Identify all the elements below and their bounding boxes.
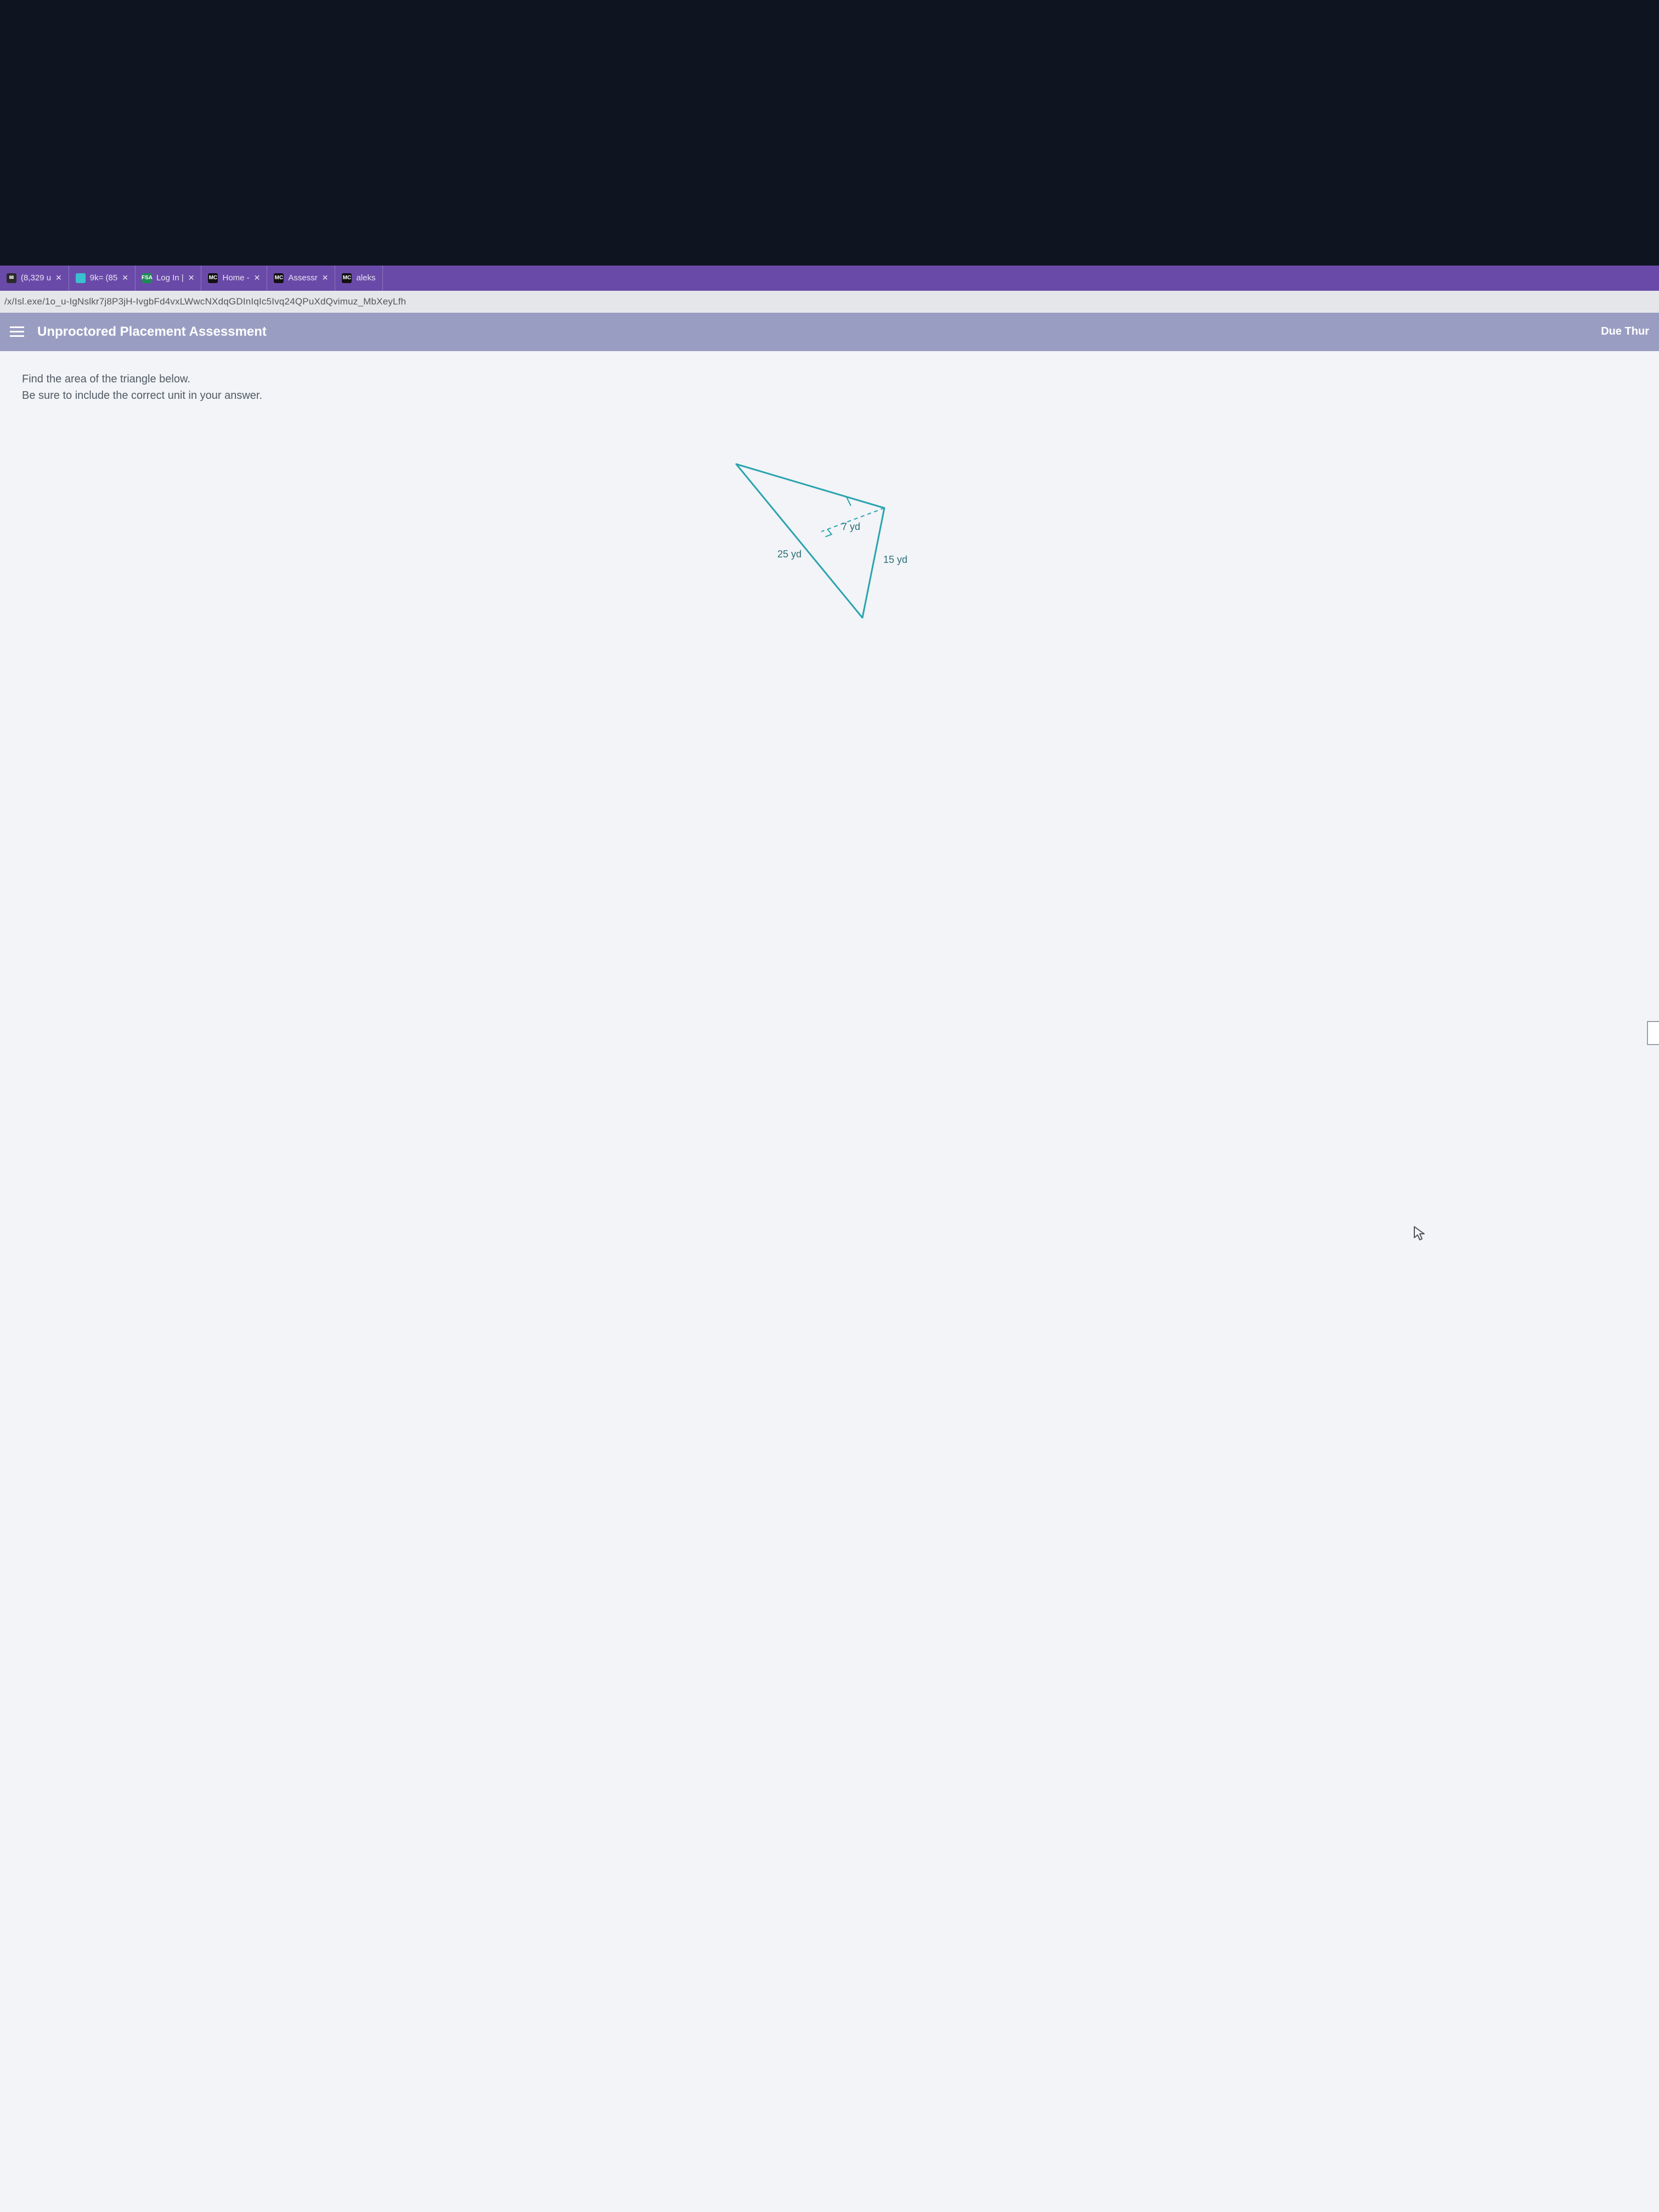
menu-icon[interactable] — [10, 326, 24, 337]
circle-icon — [76, 273, 86, 283]
close-icon[interactable]: ✕ — [188, 273, 195, 283]
address-bar[interactable]: /x/Isl.exe/1o_u-IgNslkr7j8P3jH-IvgbFd4vx… — [0, 291, 1659, 313]
mc-icon: MC — [208, 273, 218, 283]
camera-blackbar — [0, 0, 1659, 266]
browser-tab[interactable]: MC Home - ✕ — [201, 266, 267, 291]
tab-label: (8,329 u — [21, 273, 51, 283]
close-icon[interactable]: ✕ — [122, 273, 128, 283]
mc-icon: MC — [342, 273, 352, 283]
triangle-figure: 25 yd 15 yd 7 yd — [714, 453, 945, 629]
browser-tab[interactable]: ✉ (8,329 u ✕ — [0, 266, 69, 291]
tab-label: Log In | — [156, 273, 184, 283]
mc-icon: MC — [274, 273, 284, 283]
mail-icon: ✉ — [7, 273, 16, 283]
url-text: /x/Isl.exe/1o_u-IgNslkr7j8P3jH-IvgbFd4vx… — [4, 296, 406, 307]
label-25yd: 25 yd — [777, 549, 802, 560]
tab-label: Assessr — [288, 273, 317, 283]
label-15yd: 15 yd — [883, 554, 907, 565]
assessment-title: Unproctored Placement Assessment — [37, 324, 1588, 340]
fsa-icon: FSA — [142, 273, 152, 283]
due-label: Due Thur — [1601, 325, 1649, 338]
question-line-2: Be sure to include the correct unit in y… — [22, 387, 1637, 404]
close-icon[interactable]: ✕ — [254, 273, 261, 283]
browser-tab[interactable]: FSA Log In | ✕ — [136, 266, 202, 291]
question-line-1: Find the area of the triangle below. — [22, 371, 1637, 387]
figure-wrapper: 25 yd 15 yd 7 yd — [22, 453, 1637, 629]
tab-label: aleks — [356, 273, 375, 283]
browser-tab[interactable]: MC Assessr ✕ — [267, 266, 335, 291]
browser-tab[interactable]: 9k= (85 ✕ — [69, 266, 136, 291]
question-area: Find the area of the triangle below. Be … — [0, 351, 1659, 2212]
tab-label: 9k= (85 — [90, 273, 117, 283]
browser-tab[interactable]: MC aleks — [335, 266, 382, 291]
answer-box-edge[interactable] — [1647, 1021, 1659, 1045]
label-7yd: 7 yd — [842, 521, 860, 532]
tab-label: Home - — [222, 273, 249, 283]
assessment-header: Unproctored Placement Assessment Due Thu… — [0, 313, 1659, 351]
close-icon[interactable]: ✕ — [322, 273, 329, 283]
close-icon[interactable]: ✕ — [55, 273, 62, 283]
cursor-icon — [1413, 1226, 1427, 1242]
browser-tabstrip: ✉(8,329 u✕9k= (85✕FSALog In |✕MCHome -✕M… — [0, 266, 1659, 291]
